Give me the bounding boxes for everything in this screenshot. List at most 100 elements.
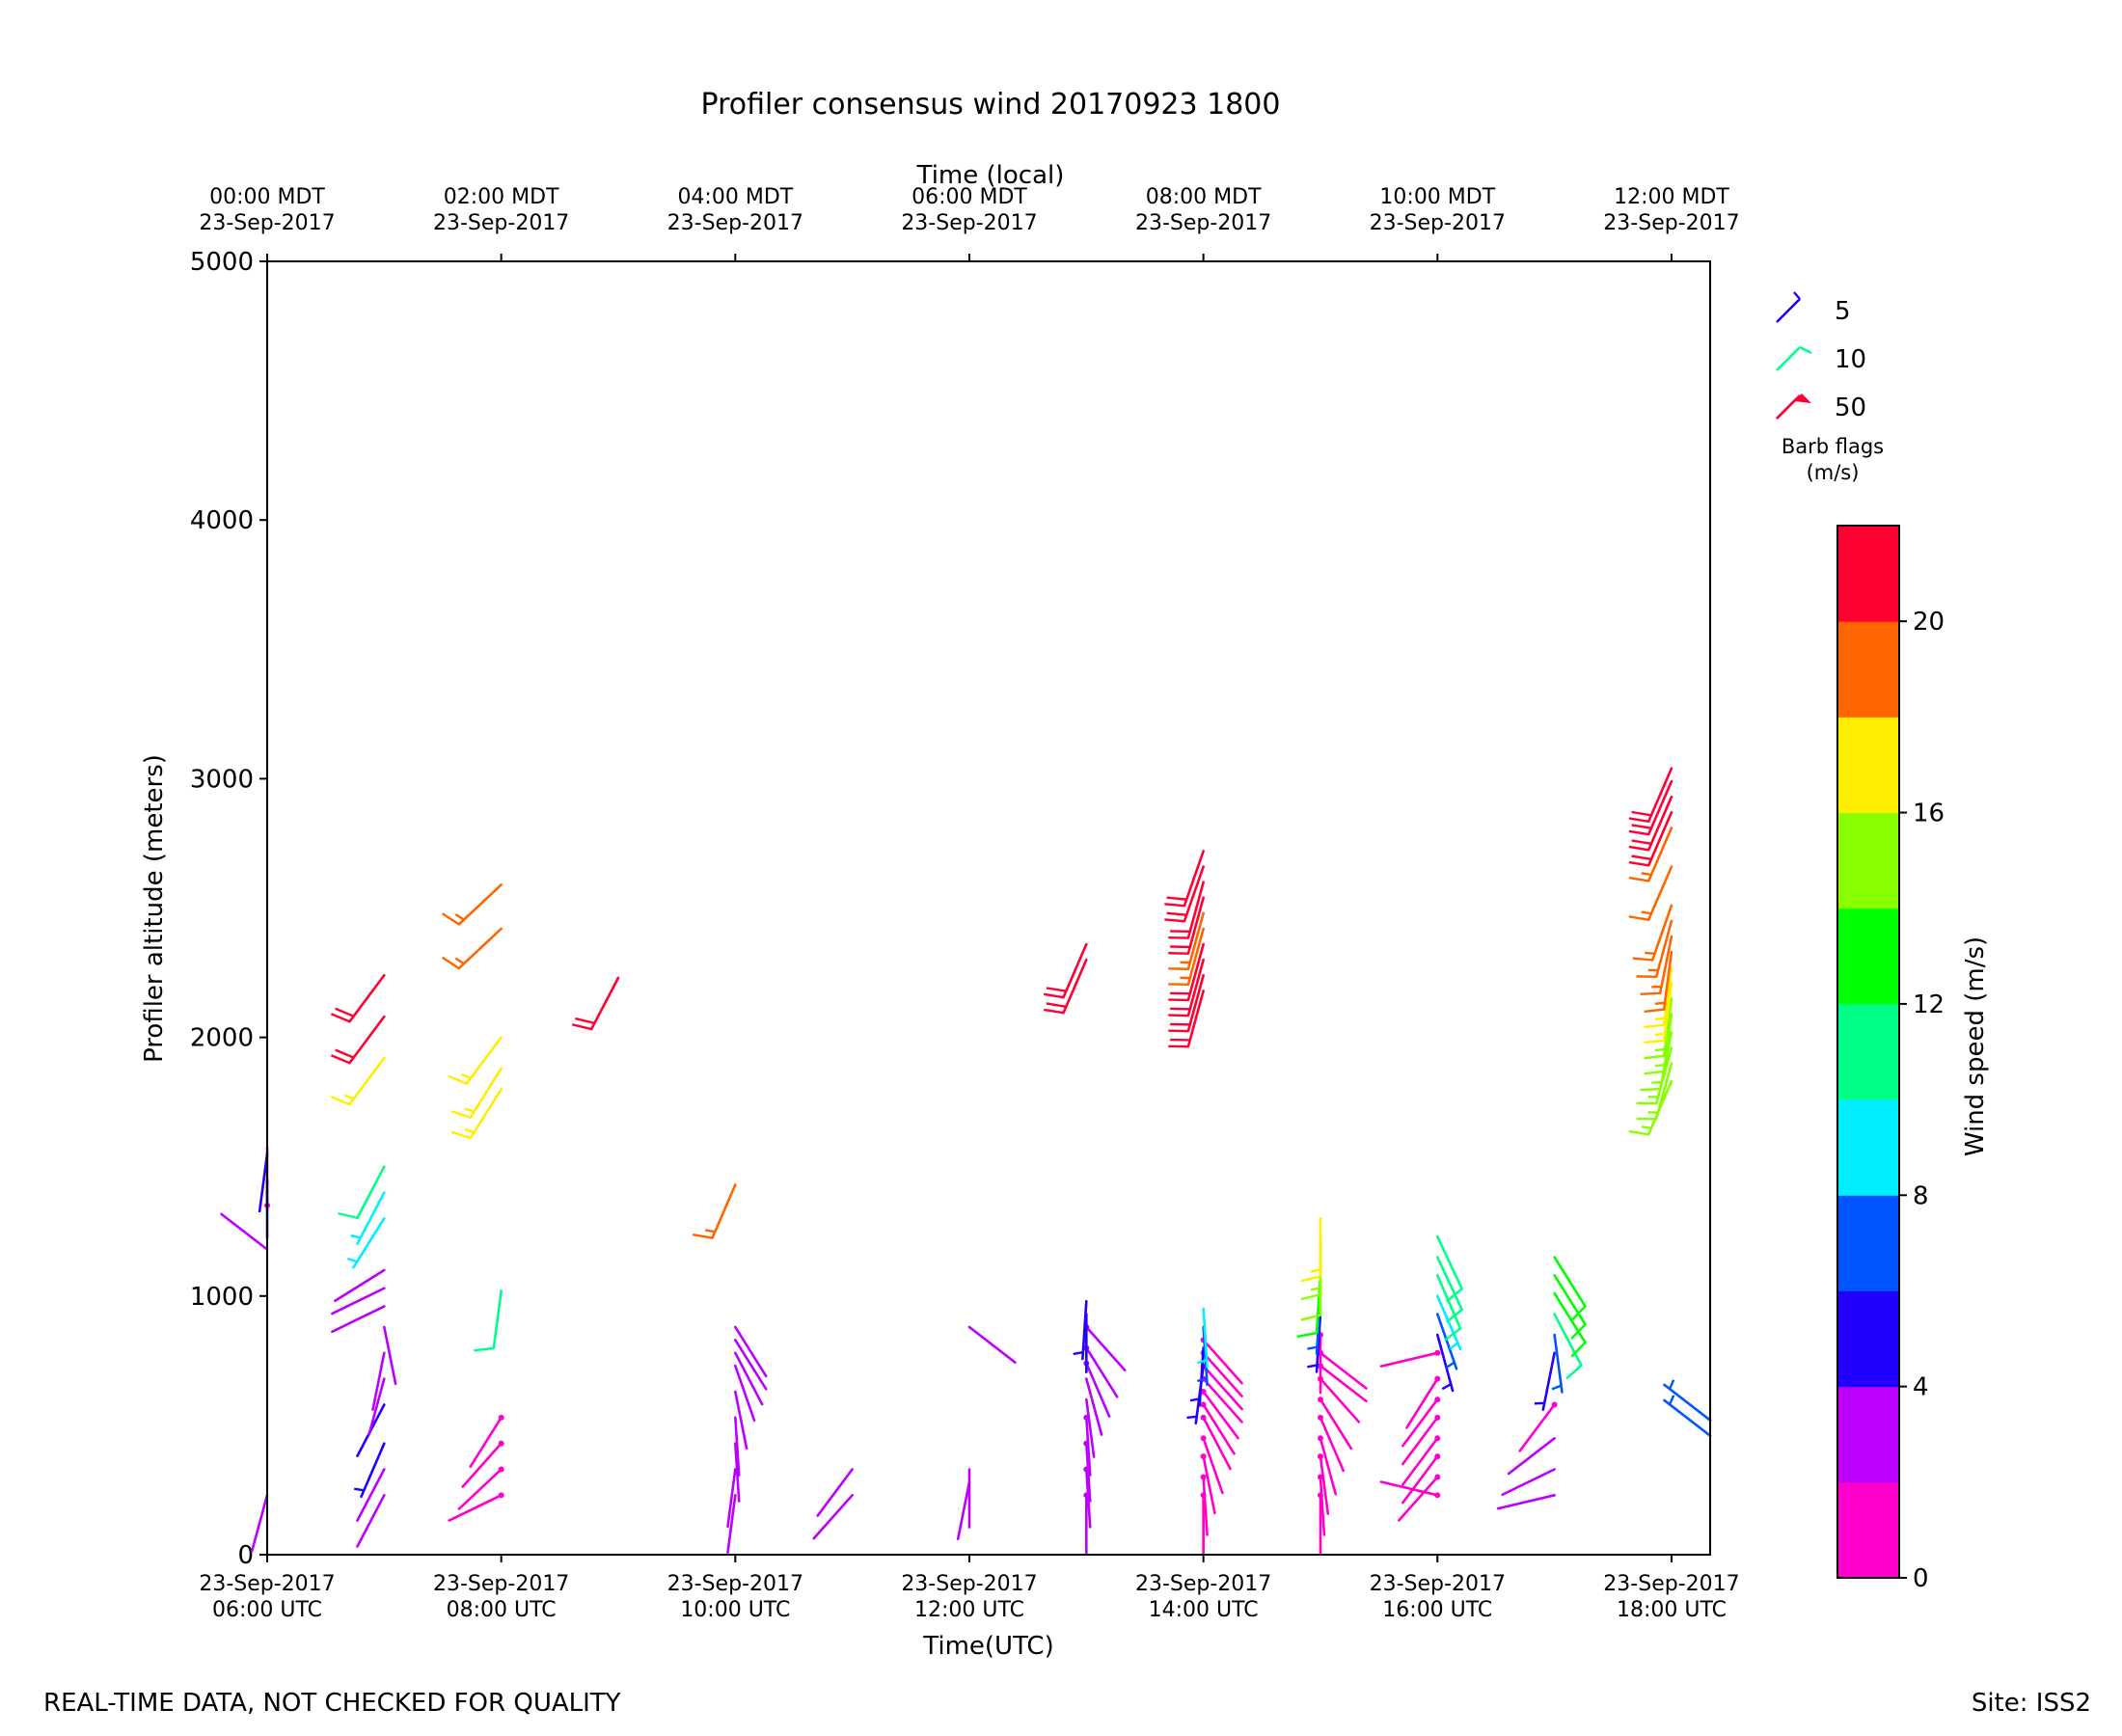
wind-barb (812, 1494, 854, 1540)
barb-shaft (1646, 795, 1673, 852)
barb-feather (1445, 1288, 1463, 1303)
legend-barb-feather (1793, 291, 1801, 300)
barb-feather (1443, 1327, 1461, 1342)
wind-barb (734, 1390, 748, 1451)
barb-feather (450, 1110, 472, 1119)
wind-barb (1636, 919, 1673, 979)
wind-barb (220, 1212, 269, 1251)
barb-shaft (812, 1494, 854, 1540)
barb-half-feather (704, 1229, 716, 1234)
barb-shaft (1436, 1333, 1455, 1393)
wind-barb (330, 1056, 386, 1106)
legend-barb-shaft (1776, 398, 1797, 420)
barb-shaft (1085, 1325, 1127, 1372)
colorbar-segment (1837, 1003, 1899, 1100)
barb-shaft (1663, 1383, 1712, 1422)
top-tick-date: 23-Sep-2017 (1603, 211, 1739, 235)
barb-legend-units: (m/s) (1807, 461, 1860, 484)
wind-barb (448, 1036, 503, 1085)
wind-barb (1083, 1323, 1127, 1372)
quality-disclaimer: REAL-TIME DATA, NOT CHECKED FOR QUALITY (43, 1689, 621, 1718)
barb-feather (335, 1048, 355, 1059)
barb-half-feather (460, 1072, 472, 1080)
barb-half-feather (1441, 1383, 1452, 1391)
wind-barb (1401, 1397, 1441, 1448)
barb-shaft (1202, 1307, 1209, 1369)
top-tick-time: 08:00 MDT (1146, 185, 1262, 209)
x-tick-time: 12:00 UTC (914, 1598, 1024, 1622)
barb-shaft (1085, 1442, 1092, 1503)
wind-barb (1436, 1313, 1458, 1370)
wind-barb (1317, 1375, 1361, 1424)
top-tick-time: 12:00 MDT (1614, 185, 1729, 209)
wind-barb (1436, 1256, 1463, 1323)
barb-legend-item: 10 (1776, 345, 1866, 374)
x-tick-date: 23-Sep-2017 (433, 1572, 569, 1596)
barb-shaft (1085, 1416, 1092, 1478)
wind-barb (734, 1339, 768, 1391)
barb-feather (448, 1074, 468, 1085)
wind-barb (331, 1305, 386, 1334)
colorbar-frame (1836, 525, 1900, 1579)
barb-half-feather (464, 1107, 475, 1113)
wind-barb (1496, 1494, 1556, 1510)
top-tick-time: 04:00 MDT (677, 185, 793, 209)
barb-shaft (1646, 810, 1673, 867)
wind-barb (1401, 1453, 1441, 1505)
barb-half-feather (1654, 1032, 1666, 1037)
barb-legend-label: 50 (1835, 393, 1866, 422)
barb-shaft (1183, 850, 1205, 908)
wind-barb (1168, 990, 1205, 1048)
barb-shaft (469, 1416, 503, 1468)
wind-barb (1644, 950, 1673, 1014)
barb-feather (330, 1013, 350, 1023)
y-tick-label: 0 (237, 1541, 254, 1570)
wind-barb (448, 1492, 504, 1522)
barb-shaft (1662, 1013, 1673, 1073)
x-tick-date: 23-Sep-2017 (1135, 1572, 1271, 1596)
barb-shaft (1662, 997, 1673, 1058)
barb-shaft (1183, 865, 1205, 923)
barb-shaft (589, 976, 620, 1031)
barb-feather (1570, 1342, 1587, 1358)
wind-barb (1644, 1013, 1673, 1075)
wind-barb (1073, 1299, 1088, 1361)
barb-shaft (371, 1351, 386, 1411)
barb-shaft (348, 1056, 386, 1106)
y-tick-label: 1000 (190, 1283, 254, 1312)
barb-shaft (1202, 1416, 1232, 1471)
barb-shaft (1541, 1351, 1556, 1411)
barb-half-feather (1641, 872, 1652, 877)
wind-barb (1300, 1217, 1322, 1283)
wind-barb (1628, 865, 1673, 921)
barb-feather (330, 1054, 350, 1065)
barb-feather (1445, 1309, 1463, 1323)
top-tick-date: 23-Sep-2017 (1135, 211, 1271, 235)
barb-shaft (356, 1468, 386, 1522)
x-tick-date: 23-Sep-2017 (901, 1572, 1037, 1596)
barb-legend-title: Barb flags (1782, 435, 1884, 458)
wind-barb (1644, 997, 1673, 1060)
barb-half-feather (1654, 1063, 1666, 1068)
barb-half-feather (1668, 1395, 1675, 1405)
barb-shaft (734, 1390, 748, 1451)
barb-shaft (1081, 1299, 1088, 1361)
barb-shaft (734, 1351, 764, 1406)
wind-barb (726, 1494, 737, 1555)
barb-shaft (1319, 1416, 1346, 1473)
top-tick-time: 06:00 MDT (911, 185, 1027, 209)
barb-feather (1631, 824, 1652, 829)
barb-shaft (1401, 1437, 1439, 1486)
barb-feather (330, 1096, 350, 1106)
wind-barb (734, 1364, 756, 1423)
barb-half-feather (1551, 1384, 1562, 1391)
barb-feather (450, 1130, 472, 1140)
wind-barb (967, 1325, 1017, 1364)
colorbar-segment (1837, 621, 1899, 718)
barb-shaft (331, 1287, 386, 1316)
wind-barb (1043, 942, 1088, 999)
barb-half-feather (1449, 1342, 1459, 1350)
wind-barb (1379, 1349, 1441, 1368)
wind-barb (356, 1468, 386, 1522)
